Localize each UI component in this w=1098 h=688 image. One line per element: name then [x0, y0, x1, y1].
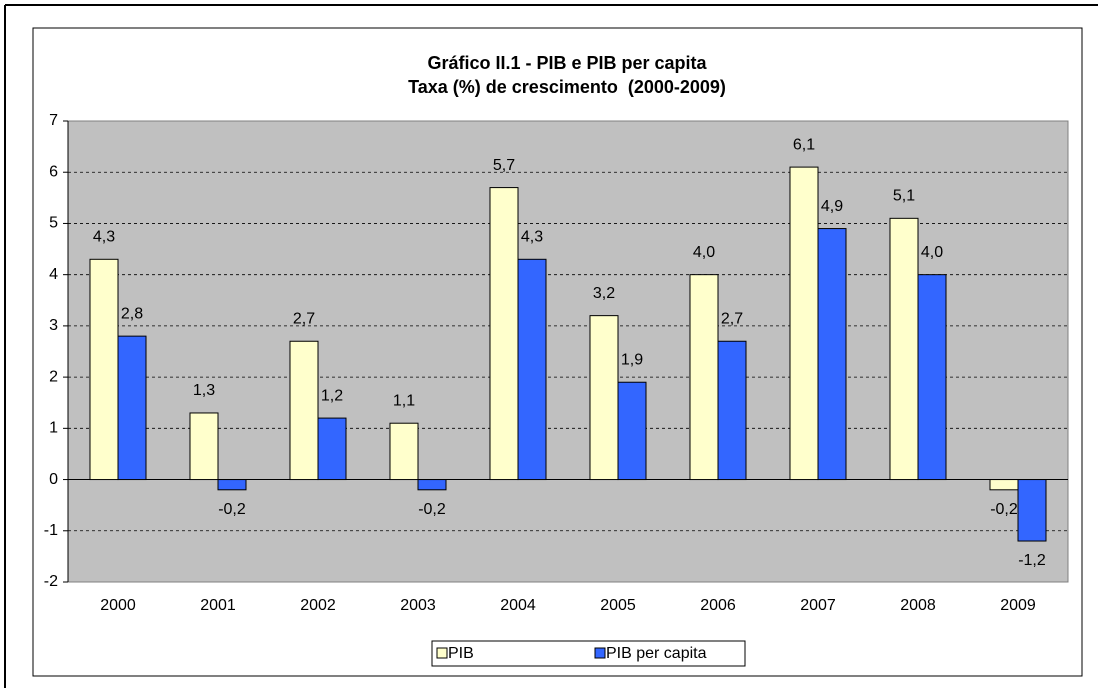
bar	[1017, 479, 1047, 542]
bar	[489, 187, 519, 481]
bar	[189, 412, 219, 481]
data-label: 6,1	[793, 136, 815, 153]
y-tick-label: -1	[44, 522, 58, 539]
legend-label: PIB	[448, 645, 474, 662]
data-label: 2,7	[293, 310, 315, 327]
y-tick-label: 0	[49, 471, 58, 488]
data-label: 1,1	[393, 392, 415, 409]
x-tick-label: 2009	[1000, 597, 1036, 614]
y-tick-label: -2	[44, 573, 58, 590]
bar	[717, 340, 747, 481]
bar	[589, 315, 619, 481]
bar	[789, 166, 819, 481]
bar	[617, 381, 647, 481]
x-tick-label: 2004	[500, 597, 536, 614]
data-label: 5,1	[893, 188, 915, 205]
bar	[817, 228, 847, 481]
data-label: 2,7	[721, 310, 743, 327]
data-label: 4,3	[521, 229, 543, 246]
x-tick-label: 2001	[200, 597, 236, 614]
data-label: 4,0	[921, 244, 943, 261]
data-label: 4,9	[821, 198, 843, 215]
data-label: 4,3	[93, 229, 115, 246]
data-label: -0,2	[418, 501, 446, 518]
bar	[217, 479, 247, 491]
legend-swatch	[436, 647, 448, 659]
x-tick-label: 2008	[900, 597, 936, 614]
bar	[689, 274, 719, 481]
x-tick-label: 2000	[100, 597, 136, 614]
data-label: 4,0	[693, 244, 715, 261]
bar	[417, 479, 447, 491]
bar	[117, 335, 147, 481]
data-label: -0,2	[990, 501, 1018, 518]
bar	[289, 340, 319, 481]
data-label: -1,2	[1018, 552, 1046, 569]
x-tick-label: 2002	[300, 597, 336, 614]
x-tick-label: 2006	[700, 597, 736, 614]
data-label: 1,3	[193, 382, 215, 399]
data-label: 1,9	[621, 351, 643, 368]
y-tick-label: 5	[49, 215, 58, 232]
y-tick-label: 1	[49, 420, 58, 437]
bar	[317, 417, 347, 481]
legend-box	[431, 640, 746, 667]
chart-title: Gráfico II.1 - PIB e PIB per capita	[427, 53, 707, 73]
legend-swatch	[594, 647, 606, 659]
y-tick-label: 4	[49, 266, 58, 283]
legend-label: PIB per capita	[606, 645, 707, 662]
bar	[989, 479, 1019, 491]
bar	[517, 258, 547, 481]
bar	[89, 258, 119, 481]
data-label: -0,2	[218, 501, 246, 518]
y-tick-label: 6	[49, 163, 58, 180]
x-tick-label: 2005	[600, 597, 636, 614]
data-label: 2,8	[121, 305, 143, 322]
x-tick-label: 2003	[400, 597, 436, 614]
y-tick-label: 2	[49, 368, 58, 385]
chart-subtitle: Taxa (%) de crescimento (2000-2009)	[408, 77, 726, 97]
data-label: 3,2	[593, 285, 615, 302]
data-label: 1,2	[321, 387, 343, 404]
x-tick-label: 2007	[800, 597, 836, 614]
bar	[917, 274, 947, 481]
bar	[889, 217, 919, 481]
bar	[389, 422, 419, 481]
y-tick-label: 7	[49, 112, 58, 129]
data-label: 5,7	[493, 157, 515, 174]
y-tick-label: 3	[49, 317, 58, 334]
